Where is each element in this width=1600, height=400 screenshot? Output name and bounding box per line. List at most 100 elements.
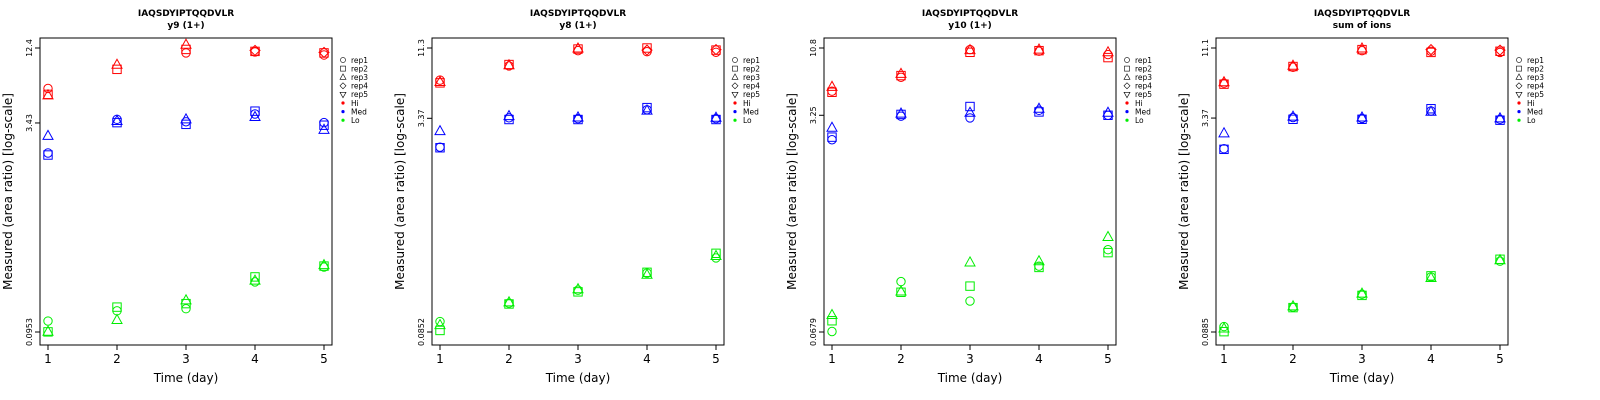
legend-marker-rep2	[1124, 65, 1130, 72]
chart-subtitle: sum of ions	[1333, 21, 1392, 31]
point-lo-rep3	[1494, 253, 1506, 265]
y-tick-label: 3.25	[809, 106, 818, 124]
point-med-rep3	[1033, 102, 1045, 113]
point-hi-rep4	[710, 43, 722, 56]
point-med-rep2	[1219, 144, 1229, 155]
point-hi-rep4	[318, 46, 330, 59]
chart-panel-3: IAQSDYIPTQQDVLR y10 (1+) 1 2 3 4 5 0.0679 3.25 10…	[785, 9, 1152, 385]
point-hi-rep3	[1218, 75, 1230, 87]
x-tick-label: 1	[436, 352, 444, 366]
x-tick-label: 5	[712, 352, 720, 366]
point-med-rep1	[43, 148, 53, 158]
legend-label: rep2	[351, 64, 368, 73]
legend-label: Hi	[743, 99, 751, 108]
point-hi-rep3	[895, 67, 907, 78]
point-med-rep3	[1425, 105, 1437, 116]
legend-marker-hi	[341, 101, 345, 105]
legend-marker-lo	[1125, 118, 1129, 122]
legend-marker-lo	[733, 118, 737, 122]
point-hi-rep2	[112, 64, 122, 75]
point-med-rep2	[1426, 104, 1436, 114]
legend-label: rep5	[743, 90, 760, 99]
x-tick-label: 2	[897, 352, 905, 366]
point-hi-rep1	[1288, 62, 1298, 72]
point-lo-rep3	[641, 268, 653, 279]
chart-subtitle: y8 (1+)	[559, 21, 596, 31]
x-tick-label: 4	[643, 352, 651, 366]
point-lo-rep2	[896, 287, 906, 297]
legend-marker-rep4	[731, 82, 739, 90]
point-lo-rep3	[1425, 271, 1437, 282]
point-med-rep3	[1494, 111, 1506, 123]
data-points	[42, 38, 330, 337]
chart-title: IAQSDYIPTQQDVLR	[1314, 9, 1410, 19]
legend-marker-rep5	[1515, 92, 1523, 99]
point-lo-rep1	[827, 326, 837, 337]
legend-marker-rep1	[340, 57, 346, 63]
point-med-rep3	[111, 114, 123, 125]
legend-marker-hi	[1517, 101, 1521, 105]
data-points	[1218, 42, 1506, 337]
y-tick-label: 3.43	[25, 114, 34, 132]
point-med-rep3	[641, 104, 653, 115]
point-lo-rep3	[895, 284, 907, 296]
point-hi-rep2	[181, 44, 191, 55]
legend-marker-rep2	[732, 65, 738, 72]
point-hi-rep2	[435, 78, 445, 88]
legend-marker-rep4	[1515, 82, 1523, 90]
point-med-rep2	[43, 150, 53, 160]
legend-label: Lo	[351, 116, 360, 125]
point-lo-rep3	[1287, 299, 1299, 311]
legend-marker-rep4	[1123, 82, 1131, 90]
point-hi-rep2	[573, 44, 583, 54]
legend-marker-med	[1517, 110, 1521, 114]
x-tick-label: 3	[574, 352, 582, 366]
point-hi-rep3	[180, 38, 192, 49]
y-tick-label: 11.3	[417, 39, 426, 57]
point-lo-rep1	[965, 296, 975, 306]
legend-label: Lo	[1527, 116, 1536, 125]
point-lo-rep1	[250, 277, 260, 287]
point-med-rep2	[827, 132, 837, 142]
point-lo-rep3	[1033, 254, 1045, 266]
point-hi-rep3	[1356, 42, 1368, 53]
point-lo-rep3	[1218, 321, 1230, 333]
y-tick-label: 10.8	[809, 39, 818, 57]
point-med-rep3	[42, 129, 54, 140]
x-tick-label: 2	[1289, 352, 1297, 366]
point-lo-rep1	[181, 304, 191, 314]
point-med-rep2	[181, 119, 191, 130]
point-med-rep3	[826, 121, 838, 132]
x-axis-label: Time (day)	[937, 371, 1003, 385]
legend-label: Lo	[1135, 116, 1144, 125]
point-hi-rep3	[434, 75, 446, 86]
point-med-rep2	[965, 101, 975, 112]
x-tick-label: 1	[828, 352, 836, 366]
legend-label: rep1	[743, 56, 760, 65]
point-med-rep1	[827, 135, 837, 145]
point-lo-rep3	[710, 249, 722, 261]
legend-marker-hi	[1125, 101, 1129, 105]
point-lo-rep2	[112, 302, 122, 312]
x-tick-label: 4	[251, 352, 259, 366]
x-tick-label: 2	[113, 352, 121, 366]
legend-label: rep4	[351, 82, 368, 91]
legend-marker-rep2	[340, 65, 346, 72]
legend-label: rep2	[1527, 64, 1544, 73]
legend-marker-lo	[341, 118, 345, 122]
legend-label: rep1	[351, 56, 368, 65]
legend-label: rep4	[1135, 82, 1152, 91]
plot-area	[431, 37, 725, 346]
point-med-rep3	[1356, 111, 1368, 122]
point-hi-rep2	[1103, 52, 1113, 63]
y-tick-label: 0.0953	[25, 318, 34, 346]
chart-subtitle: y10 (1+)	[948, 21, 992, 31]
point-lo-rep1	[1103, 245, 1113, 255]
x-tick-label: 5	[1104, 352, 1112, 366]
point-lo-rep3	[503, 295, 515, 307]
chart-panel-1: IAQSDYIPTQQDVLR y9 (1+) 1 2 3 4 5 0.0953 3.43 12.…	[1, 9, 368, 385]
y-tick-label: 0.0885	[1201, 318, 1210, 346]
point-med-rep1	[965, 113, 975, 123]
